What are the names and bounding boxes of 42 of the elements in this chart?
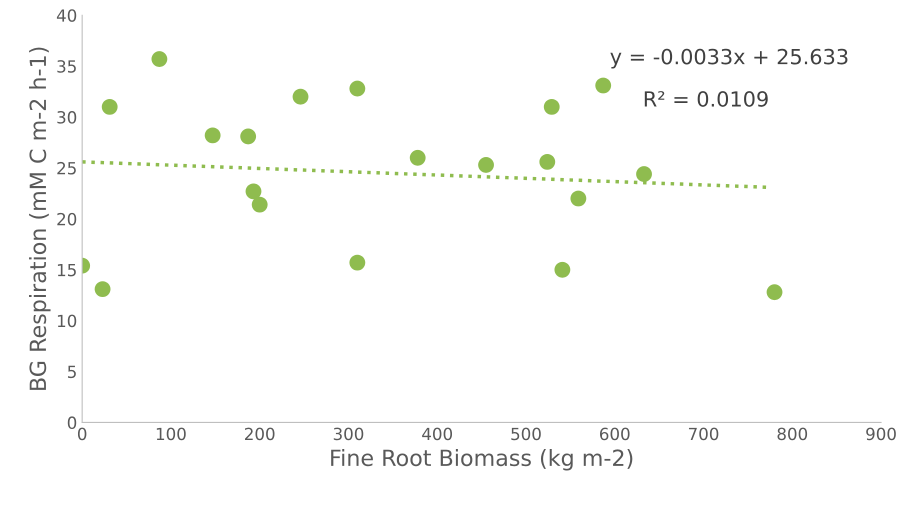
point (636, 166, 652, 182)
x-tick-label: 100 (156, 428, 186, 440)
point (252, 196, 268, 213)
point (595, 78, 612, 94)
y-tick-label: 30 (57, 111, 76, 124)
point (570, 190, 586, 206)
x-tick-label: 600 (600, 428, 630, 440)
point (349, 80, 366, 96)
point (478, 157, 494, 173)
point (554, 262, 570, 278)
x-tick-label: 700 (688, 428, 718, 440)
y-tick-label: 5 (68, 366, 76, 378)
y-tick-label: 40 (56, 9, 76, 22)
point (151, 51, 168, 67)
x-tick-label: 0 (78, 428, 86, 440)
y-tick-label: 0 (68, 416, 76, 430)
point (102, 98, 118, 115)
point (349, 254, 366, 271)
annotation: R² = 0.0109 (644, 91, 768, 107)
x-tick-label: 200 (245, 428, 274, 440)
point (539, 154, 556, 170)
point (246, 183, 262, 200)
x-tick-label: 500 (511, 428, 541, 440)
y-tick-label: 10 (58, 314, 76, 328)
annotation: y = -0.0033x + 25.633 (610, 48, 848, 69)
y-tick-label: 20 (57, 212, 76, 226)
point (204, 127, 221, 144)
point (94, 281, 111, 298)
y-axis-title: BG Respiration (mM C m-2 h-1) (29, 48, 51, 390)
point (544, 98, 560, 115)
x-tick-label: 900 (866, 428, 896, 440)
x-tick-label: 300 (334, 428, 364, 440)
x-tick-label: 400 (422, 428, 452, 440)
y-tick-label: 15 (58, 264, 76, 276)
point (766, 284, 782, 300)
y-tick-label: 25 (57, 162, 76, 175)
x-tick-label: 800 (778, 428, 808, 440)
point (292, 88, 308, 105)
x-axis-title: Fine Root Biomass (kg m-2) (331, 449, 632, 471)
point (410, 150, 426, 166)
y-tick-label: 35 (57, 60, 76, 73)
point (240, 128, 256, 144)
